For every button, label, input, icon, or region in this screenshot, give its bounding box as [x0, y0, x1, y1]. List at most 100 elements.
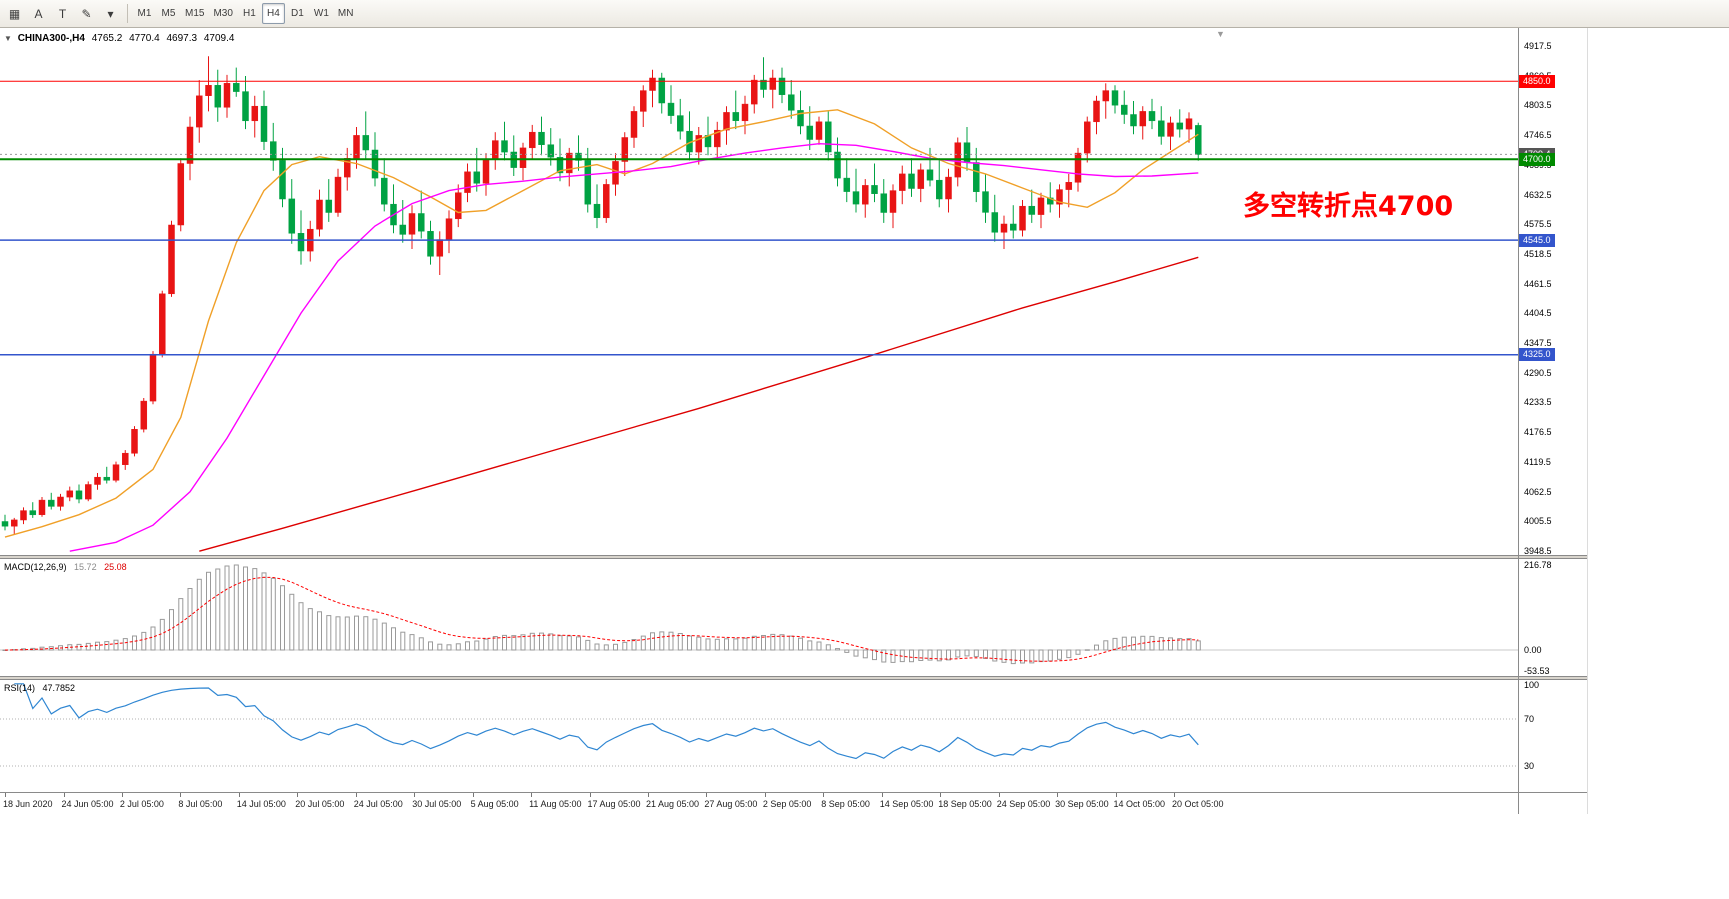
timeframe-toolbar-group: M1 M5 M15 M30 H1 H4 D1 W1 MN [133, 3, 357, 24]
macd-histogram [2, 564, 1201, 665]
chart-header: ▼ CHINA300-,H4 4765.2 4770.4 4697.3 4709… [4, 33, 238, 44]
time-axis[interactable]: 18 Jun 2020 24 Jun 05:00 2 Jul 05:00 8 Jul … [0, 792, 1587, 814]
rsi-name: RSI(14) [4, 683, 36, 693]
ma-medium-line [69, 142, 1199, 552]
time-axis-tick [180, 793, 182, 797]
ohlc-open: 4765.2 [91, 33, 123, 44]
y-axis-label: 3948.5 [1524, 545, 1552, 555]
price-chart-canvas[interactable] [0, 28, 1518, 555]
time-axis-tick [1115, 793, 1117, 797]
timeframe-button-m5[interactable]: M5 [161, 8, 176, 19]
ohlc-low: 4697.3 [166, 33, 198, 44]
rsi-panel[interactable]: RSI(14) 47.7852 100 70 30 [0, 680, 1587, 792]
price-chart-panel[interactable]: ▼ CHINA300-,H4 4765.2 4770.4 4697.3 4709… [0, 28, 1587, 555]
macd-signal-line [4, 576, 1199, 662]
time-axis-tick [414, 793, 416, 797]
time-axis-tick [121, 793, 123, 797]
y-axis-label: 4176.5 [1524, 427, 1552, 438]
macd-canvas[interactable] [0, 559, 1518, 676]
time-axis-label: 14 Jul 05:00 [236, 799, 286, 809]
y-axis-label: 4575.5 [1524, 219, 1552, 230]
time-axis-tick [1057, 793, 1059, 797]
timeframe-button-w1[interactable]: W1 [313, 8, 329, 19]
time-axis-tick [823, 793, 825, 797]
time-axis-tick [63, 793, 65, 797]
timeframe-button-h4[interactable]: H4 [261, 3, 285, 24]
y-axis-label: 4518.5 [1524, 248, 1552, 259]
time-axis-label: 14 Sep 05:00 [879, 799, 934, 809]
rsi-canvas[interactable] [0, 680, 1518, 792]
rsi-axis-label: 70 [1524, 714, 1535, 724]
timeframe-button-m1[interactable]: M1 [137, 8, 152, 19]
drawing-tools-icon[interactable]: ✎ [81, 6, 92, 21]
time-axis-label: 21 Aug 05:00 [646, 799, 700, 809]
time-axis-tick [998, 793, 1000, 797]
time-axis-tick [881, 793, 883, 797]
time-axis-tick [238, 793, 240, 797]
label-tool-icon[interactable]: T [58, 6, 67, 21]
timeframe-button-h1[interactable]: H1 [243, 8, 256, 19]
panel-separator[interactable] [0, 676, 1587, 680]
time-axis-tick [648, 793, 649, 797]
charts-grid-icon[interactable]: ▦ [8, 6, 21, 21]
y-axis-label: 4233.5 [1524, 397, 1552, 408]
top-toolbar: ▦ A T ✎ ▾ M1 M5 M15 M30 H1 H4 D1 W1 MN [0, 0, 1729, 28]
macd-label: MACD(12,26,9) 15.72 25.08 [4, 562, 132, 572]
chart-window-right-border [1587, 28, 1588, 814]
time-axis-label: 8 Sep 05:00 [821, 799, 870, 809]
time-axis-label: 5 Aug 05:00 [470, 799, 519, 809]
time-axis-label: 20 Oct 05:00 [1172, 799, 1224, 809]
rsi-axis-label: 30 [1524, 761, 1535, 771]
time-axis-tick [5, 793, 6, 797]
time-axis-tick [940, 793, 942, 797]
time-axis-label: 17 Aug 05:00 [587, 799, 641, 809]
time-axis-tick [472, 793, 474, 797]
rsi-line [14, 683, 1199, 760]
time-axis-label: 24 Jul 05:00 [353, 799, 403, 809]
price-axis-border [1518, 28, 1519, 814]
timeframe-button-m15[interactable]: M15 [185, 8, 205, 19]
chevron-down-icon[interactable]: ▾ [107, 6, 114, 21]
time-axis-label: 18 Sep 05:00 [938, 799, 992, 809]
timeframe-button-m30[interactable]: M30 [213, 8, 233, 19]
ma-fast-line [4, 109, 1199, 538]
panel-separator[interactable] [0, 555, 1587, 559]
ohlc-close: 4709.4 [203, 33, 235, 44]
time-axis-label: 30 Sep 05:00 [1055, 799, 1109, 809]
y-axis-label: 4461.5 [1524, 278, 1552, 289]
time-axis-label: 11 Aug 05:00 [529, 799, 582, 809]
chart-window: ▼ CHINA300-,H4 4765.2 4770.4 4697.3 4709… [0, 28, 1587, 814]
time-axis-label: 18 Jun 2020 [3, 799, 53, 809]
chevron-down-icon[interactable]: ▼ [4, 34, 12, 43]
text-tool-icon[interactable]: A [34, 6, 43, 21]
time-axis-tick [1174, 793, 1175, 797]
timeframe-button-mn[interactable]: MN [337, 8, 354, 19]
rsi-axis-label: 100 [1524, 680, 1540, 690]
rsi-value: 47.7852 [42, 683, 76, 693]
macd-value: 15.72 [74, 562, 97, 572]
y-axis-label: 4347.5 [1524, 338, 1552, 348]
symbol-period-label: CHINA300-,H4 [17, 33, 85, 44]
macd-panel[interactable]: MACD(12,26,9) 15.72 25.08 216.78 0.00 -53.… [0, 559, 1587, 676]
candles-layer [1, 56, 1202, 535]
y-axis-label: 4290.5 [1524, 367, 1552, 378]
drawing-toolbar-group: ▦ A T ✎ ▾ [3, 3, 122, 24]
time-axis-tick [706, 793, 708, 797]
y-axis-label: 4119.5 [1524, 456, 1551, 467]
time-axis-tick [764, 793, 766, 797]
time-axis-label: 2 Jul 05:00 [119, 799, 164, 809]
y-axis-label: 4632.5 [1524, 189, 1552, 200]
macd-axis-label: 216.78 [1524, 560, 1552, 570]
macd-axis-label: 0.00 [1524, 645, 1542, 655]
macd-signal-value: 25.08 [104, 562, 127, 572]
chart-shift-marker-icon[interactable]: ▼ [1216, 29, 1225, 39]
time-axis-label: 24 Jun 05:00 [61, 799, 114, 809]
time-axis-label: 14 Oct 05:00 [1113, 799, 1166, 809]
time-axis-label: 2 Sep 05:00 [762, 799, 812, 809]
y-axis-label: 4746.5 [1524, 130, 1552, 141]
y-axis-label: 4917.5 [1524, 41, 1552, 51]
price-level-tag: 4850.0 [1519, 74, 1555, 88]
time-axis-label: 27 Aug 05:00 [704, 799, 758, 809]
timeframe-button-d1[interactable]: D1 [291, 8, 304, 19]
price-level-tag: 4700.0 [1519, 152, 1555, 166]
